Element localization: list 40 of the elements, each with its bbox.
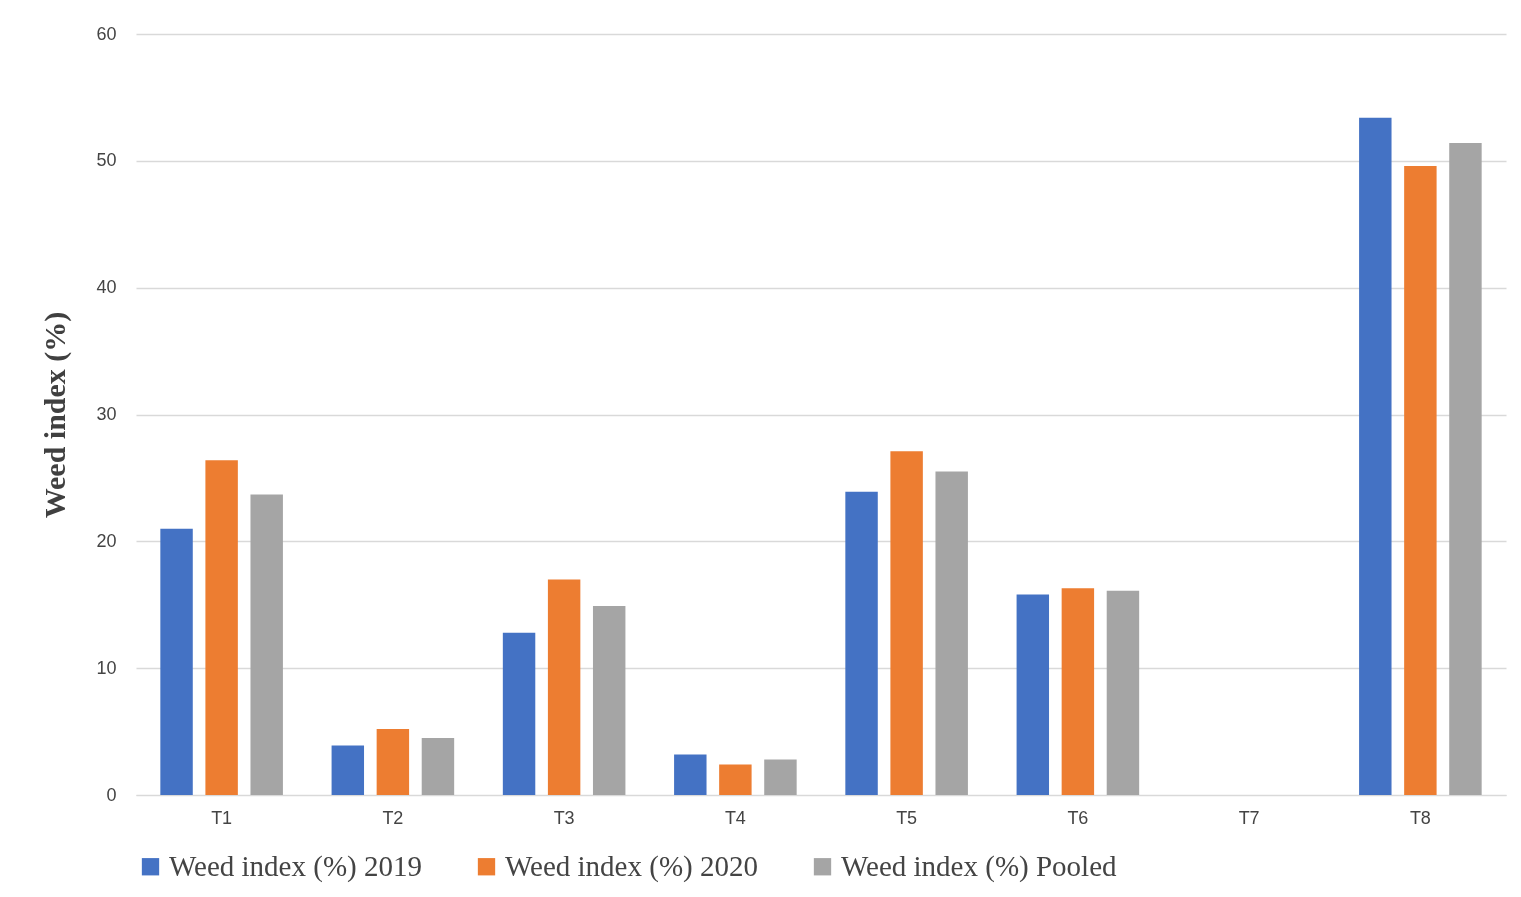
x-tick-label: T1 (211, 807, 233, 828)
bar (674, 754, 707, 795)
legend-label: Weed index (%) 2020 (505, 849, 758, 883)
bar (764, 759, 797, 795)
bar (1359, 117, 1392, 795)
x-tick-label: T2 (382, 807, 404, 828)
bar (592, 606, 626, 795)
bar (547, 579, 581, 795)
x-tick-label: T3 (553, 807, 575, 828)
y-tick-label: 10 (96, 657, 117, 678)
y-axis-title: Weed index (%) (38, 311, 73, 519)
y-tick-label: 50 (96, 150, 117, 171)
bar (1106, 590, 1140, 795)
bar (502, 632, 536, 795)
y-tick-label: 20 (96, 530, 117, 551)
bar (1404, 165, 1437, 795)
bar (719, 764, 752, 795)
bar (250, 494, 283, 795)
bar (890, 451, 923, 795)
y-tick-label: 40 (96, 277, 117, 298)
bar (160, 528, 193, 795)
y-tick-label: 60 (96, 23, 117, 44)
bar (1061, 588, 1095, 795)
legend-label: Weed index (%) 2019 (169, 849, 422, 883)
bar (935, 471, 968, 795)
x-tick-label: T6 (1067, 807, 1089, 828)
x-tick-label: T8 (1409, 807, 1431, 828)
bar (331, 745, 365, 795)
y-tick-label: 30 (96, 404, 117, 424)
x-tick-label: T4 (724, 807, 746, 828)
bar (1016, 594, 1050, 795)
x-tick-label: T7 (1238, 807, 1260, 828)
bar (421, 737, 455, 795)
bar (205, 460, 238, 795)
x-tick-label: T5 (896, 807, 918, 828)
bar (1449, 143, 1482, 795)
legend-label: Weed index (%) Pooled (841, 849, 1117, 883)
bar (845, 491, 878, 795)
y-tick-label: 0 (106, 784, 117, 805)
bar (376, 729, 410, 795)
